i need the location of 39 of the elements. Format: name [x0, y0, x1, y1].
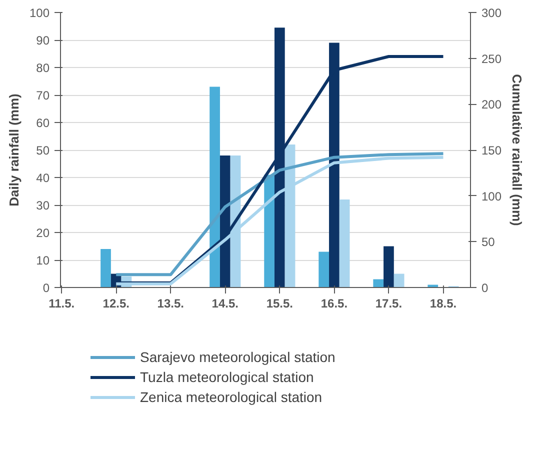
legend-label: Zenica meteorological station — [140, 389, 322, 405]
x-tick-label: 17.5. — [375, 296, 402, 310]
y2-tick-label: 0 — [482, 281, 488, 295]
x-tick-label: 16.5. — [320, 296, 348, 310]
y-tick-label: 40 — [36, 171, 50, 185]
y-tick-label: 90 — [36, 34, 50, 48]
y-tick-label: 100 — [29, 6, 50, 20]
bar — [373, 279, 384, 288]
x-tick-label: 13.5. — [157, 296, 184, 310]
y-tick-label: 10 — [36, 254, 50, 268]
y-tick-label: 80 — [36, 61, 50, 75]
bar — [318, 252, 330, 288]
bar — [264, 174, 274, 288]
y2-tick-label: 50 — [482, 235, 496, 250]
y-tick-label: 70 — [36, 88, 50, 102]
y2-axis-title: Cumulative rainfall (mm) — [510, 74, 525, 226]
bar — [394, 274, 404, 288]
x-tick-label: 12.5. — [102, 296, 130, 310]
y2-tick-label: 100 — [482, 189, 502, 204]
legend-label: Tuzla meteorological station — [140, 369, 314, 385]
x-tick-label: 15.5. — [266, 296, 294, 310]
y2-tick-label: 300 — [482, 6, 502, 20]
y2-tick-label: 150 — [482, 144, 502, 158]
y-tick-label: 50 — [36, 144, 50, 158]
y-tick-label: 30 — [36, 198, 50, 212]
x-tick-label: 18.5. — [430, 296, 457, 310]
y2-tick-label: 200 — [482, 98, 502, 112]
x-tick-label: 11.5. — [48, 296, 75, 310]
bar — [100, 249, 111, 288]
y-tick-label: 20 — [36, 226, 50, 240]
bar — [339, 200, 350, 288]
legend-label: Sarajevo meteorological station — [140, 349, 336, 365]
y-axis-title: Daily rainfall (mm) — [6, 94, 22, 206]
y-tick-label: 60 — [36, 116, 50, 130]
x-tick-label: 14.5. — [212, 296, 239, 310]
y-tick-label: 0 — [42, 281, 50, 295]
y2-tick-label: 250 — [482, 52, 502, 66]
bar — [384, 246, 394, 288]
bar — [210, 86, 220, 288]
